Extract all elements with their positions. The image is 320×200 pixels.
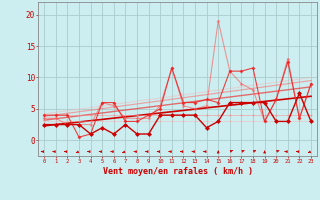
X-axis label: Vent moyen/en rafales ( km/h ): Vent moyen/en rafales ( km/h ) xyxy=(103,167,252,176)
